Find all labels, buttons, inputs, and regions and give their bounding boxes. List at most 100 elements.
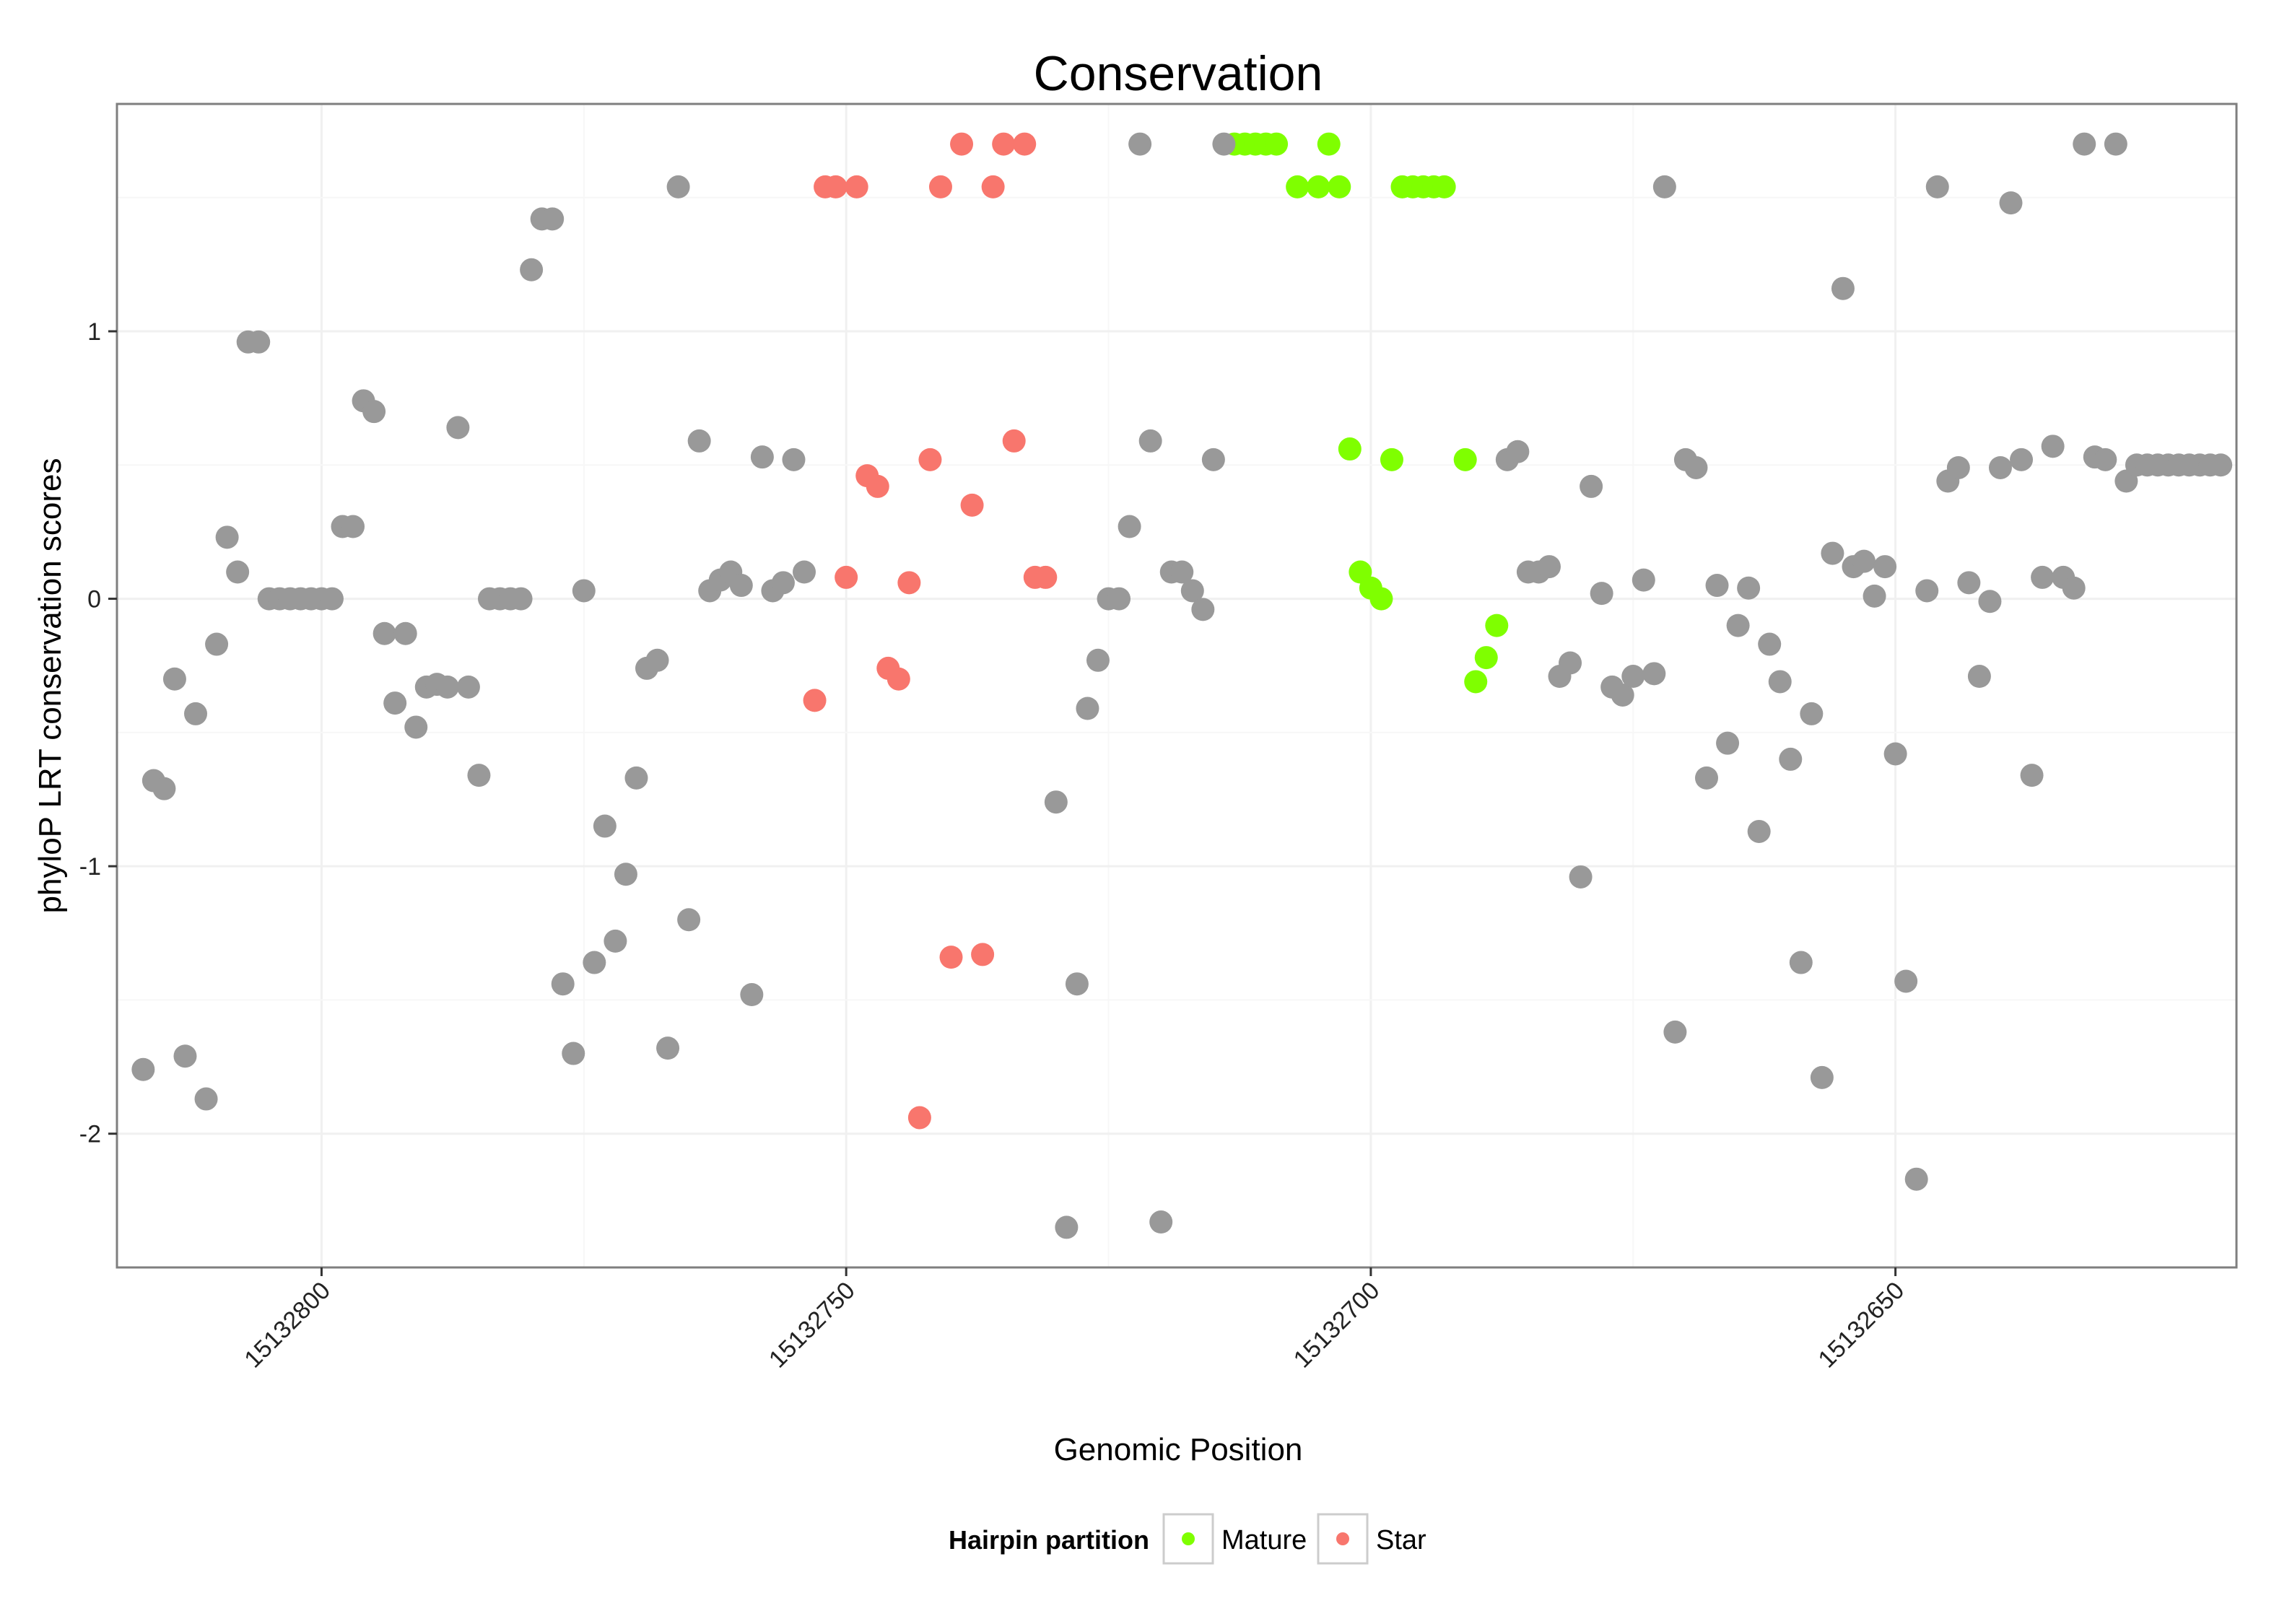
data-point-other xyxy=(645,648,669,672)
data-point-other xyxy=(1652,175,1676,198)
data-point-other xyxy=(1118,515,1141,538)
data-point-other xyxy=(1642,662,1666,686)
y-axis-title: phyloP LRT conservation scores xyxy=(32,458,68,913)
legend-key-mature-box xyxy=(1162,1513,1214,1565)
data-point-other xyxy=(1883,742,1907,766)
y-tick-label: -2 xyxy=(79,1121,101,1148)
legend-label-mature: Mature xyxy=(1221,1525,1307,1555)
data-point-other xyxy=(467,764,491,787)
data-point-other xyxy=(1925,175,1949,198)
data-point-star xyxy=(971,943,995,966)
data-point-other xyxy=(687,429,711,453)
data-point-other xyxy=(1506,440,1530,463)
data-point-mature xyxy=(1317,132,1341,156)
data-point-other xyxy=(2020,764,2044,787)
data-point-other xyxy=(624,766,648,790)
data-point-other xyxy=(1716,731,1740,755)
data-point-other xyxy=(1957,571,1981,595)
data-point-other xyxy=(226,560,250,584)
data-point-star xyxy=(960,493,984,517)
data-point-other xyxy=(205,632,229,656)
data-point-star xyxy=(939,946,963,969)
data-point-other xyxy=(793,560,816,584)
data-point-star xyxy=(866,474,889,498)
data-point-other xyxy=(1569,865,1593,889)
data-point-star xyxy=(835,565,858,589)
data-point-other xyxy=(1201,448,1225,471)
data-point-other xyxy=(247,330,271,354)
data-point-other xyxy=(656,1036,680,1060)
data-point-other xyxy=(509,587,533,611)
data-point-other xyxy=(2073,132,2096,156)
data-point-other xyxy=(583,951,606,974)
data-point-other xyxy=(614,863,637,886)
data-point-other xyxy=(551,972,575,996)
data-point-mature xyxy=(1307,175,1330,198)
data-point-other xyxy=(162,667,186,691)
legend: Hairpin partition Mature Star xyxy=(949,1513,1426,1565)
data-point-other xyxy=(1212,132,1236,156)
data-point-other xyxy=(1695,766,1718,790)
data-point-star xyxy=(981,175,1005,198)
data-point-other xyxy=(1170,560,1194,584)
data-point-other xyxy=(2031,565,2055,589)
data-point-other xyxy=(1747,819,1771,843)
data-point-other xyxy=(1180,579,1204,603)
data-point-other xyxy=(184,702,208,725)
plot-panel-border xyxy=(116,102,2238,1269)
data-point-other xyxy=(1128,132,1152,156)
data-point-other xyxy=(771,571,795,595)
data-point-star xyxy=(886,667,910,691)
data-point-other xyxy=(152,777,176,800)
data-point-other xyxy=(1852,549,1876,573)
data-point-other xyxy=(1044,790,1068,814)
data-point-other xyxy=(562,1042,585,1065)
data-point-other xyxy=(1988,455,2012,479)
data-point-other xyxy=(1789,951,1813,974)
y-tick-label: -1 xyxy=(79,853,101,881)
data-point-other xyxy=(1863,584,1886,608)
legend-key-star-dot xyxy=(1336,1532,1349,1545)
legend-title: Hairpin partition xyxy=(949,1525,1149,1555)
data-point-other xyxy=(666,175,690,198)
data-point-mature xyxy=(1464,670,1488,694)
data-point-mature xyxy=(1474,646,1498,670)
data-point-other xyxy=(1065,972,1089,996)
data-point-other xyxy=(194,1087,218,1111)
data-point-other xyxy=(1978,590,2002,614)
data-point-other xyxy=(2010,448,2034,471)
data-point-other xyxy=(541,207,565,231)
x-axis-title: Genomic Position xyxy=(1054,1432,1303,1467)
legend-label-star: Star xyxy=(1376,1525,1426,1555)
data-point-other xyxy=(1967,665,1991,689)
data-point-mature xyxy=(1432,175,1456,198)
data-point-other xyxy=(1191,598,1215,621)
data-point-other xyxy=(1621,665,1645,689)
y-tick-label: 1 xyxy=(87,318,101,346)
data-point-other xyxy=(677,908,701,932)
data-point-other xyxy=(393,621,417,645)
data-point-other xyxy=(729,574,753,598)
data-point-other xyxy=(1537,555,1561,579)
data-point-other xyxy=(1632,568,1655,592)
data-point-other xyxy=(2041,435,2065,458)
data-point-star xyxy=(803,689,827,712)
data-point-mature xyxy=(1369,587,1393,611)
data-point-star xyxy=(1002,429,1026,453)
data-point-other xyxy=(1831,276,1855,300)
data-point-other xyxy=(520,258,544,281)
data-point-mature xyxy=(1453,448,1477,471)
data-point-other xyxy=(1663,1020,1687,1044)
data-point-other xyxy=(1086,648,1110,672)
data-point-other xyxy=(1590,582,1613,606)
data-point-other xyxy=(1800,702,1824,725)
data-point-other xyxy=(404,715,428,739)
data-point-star xyxy=(897,571,921,595)
data-point-other xyxy=(2094,448,2117,471)
data-point-other xyxy=(1107,587,1131,611)
data-point-other xyxy=(362,400,386,424)
data-point-other xyxy=(1737,576,1761,600)
data-point-other xyxy=(341,515,365,538)
